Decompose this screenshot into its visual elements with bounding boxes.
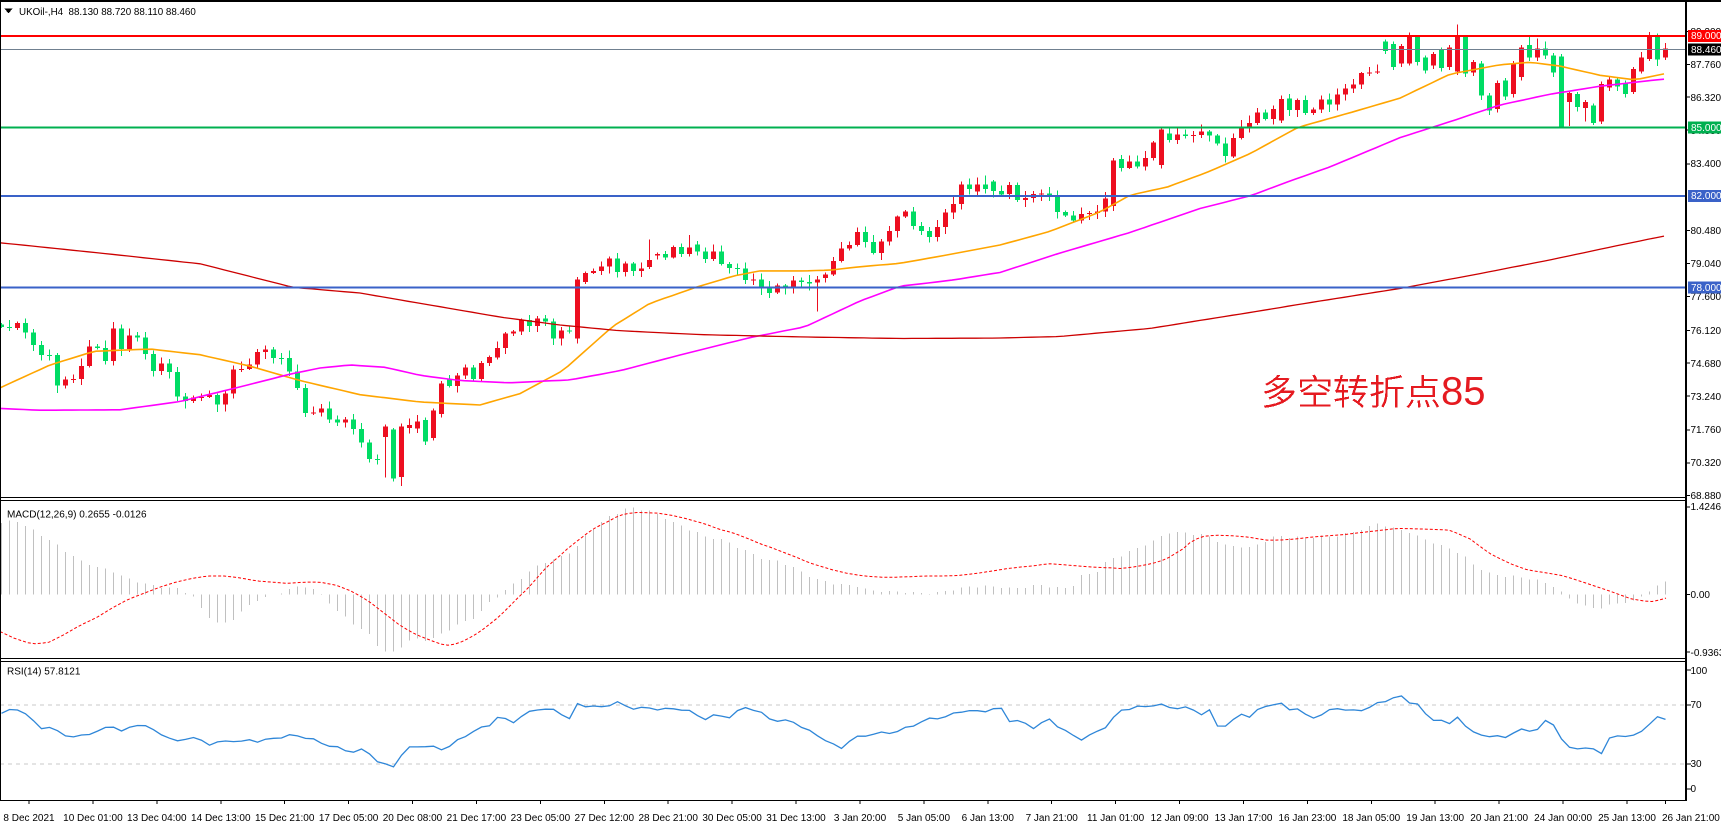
svg-text:89.000: 89.000 — [1691, 31, 1721, 42]
svg-text:71.760: 71.760 — [1691, 425, 1721, 436]
svg-text:11 Jan 01:00: 11 Jan 01:00 — [1087, 813, 1145, 824]
svg-text:0.00: 0.00 — [1691, 590, 1711, 601]
svg-text:82.000: 82.000 — [1691, 191, 1721, 202]
svg-text:100: 100 — [1691, 666, 1708, 677]
svg-text:19 Jan 13:00: 19 Jan 13:00 — [1406, 813, 1464, 824]
svg-text:-0.9363: -0.9363 — [1691, 648, 1721, 659]
svg-text:25 Jan 13:00: 25 Jan 13:00 — [1598, 813, 1656, 824]
svg-text:87.760: 87.760 — [1691, 60, 1721, 71]
svg-text:7 Jan 21:00: 7 Jan 21:00 — [1026, 813, 1079, 824]
svg-text:74.680: 74.680 — [1691, 359, 1721, 370]
svg-text:68.880: 68.880 — [1691, 491, 1721, 502]
svg-text:73.240: 73.240 — [1691, 392, 1721, 403]
svg-text:79.040: 79.040 — [1691, 259, 1721, 270]
svg-text:20 Jan 21:00: 20 Jan 21:00 — [1470, 813, 1528, 824]
svg-text:0: 0 — [1691, 784, 1697, 795]
svg-text:30 Dec 05:00: 30 Dec 05:00 — [702, 813, 762, 824]
svg-text:28 Dec 21:00: 28 Dec 21:00 — [638, 813, 698, 824]
svg-text:3 Jan 20:00: 3 Jan 20:00 — [834, 813, 887, 824]
svg-text:76.120: 76.120 — [1691, 326, 1721, 337]
svg-text:85: 85 — [1441, 370, 1486, 414]
svg-text:80.480: 80.480 — [1691, 226, 1721, 237]
svg-text:12 Jan 09:00: 12 Jan 09:00 — [1151, 813, 1209, 824]
svg-text:85.000: 85.000 — [1691, 123, 1721, 134]
svg-text:16 Jan 23:00: 16 Jan 23:00 — [1278, 813, 1336, 824]
svg-text:14 Dec 13:00: 14 Dec 13:00 — [191, 813, 251, 824]
svg-text:6 Jan 13:00: 6 Jan 13:00 — [962, 813, 1015, 824]
svg-text:10 Dec 01:00: 10 Dec 01:00 — [63, 813, 123, 824]
svg-text:UKOil-,H4 88.130 88.720 88.11: UKOil-,H4 88.130 88.720 88.110 88.460 — [19, 7, 196, 18]
svg-text:24 Jan 00:00: 24 Jan 00:00 — [1534, 813, 1592, 824]
svg-text:13 Jan 17:00: 13 Jan 17:00 — [1215, 813, 1273, 824]
svg-text:15 Dec 21:00: 15 Dec 21:00 — [255, 813, 315, 824]
svg-text:1.4246: 1.4246 — [1691, 502, 1721, 513]
svg-text:70.320: 70.320 — [1691, 458, 1721, 469]
svg-text:70: 70 — [1691, 700, 1703, 711]
svg-text:88.460: 88.460 — [1691, 45, 1721, 56]
svg-text:5 Jan 05:00: 5 Jan 05:00 — [898, 813, 951, 824]
svg-text:20 Dec 08:00: 20 Dec 08:00 — [383, 813, 443, 824]
svg-text:MACD(12,26,9) 0.2655 -0.0126: MACD(12,26,9) 0.2655 -0.0126 — [7, 510, 147, 521]
svg-text:21 Dec 17:00: 21 Dec 17:00 — [447, 813, 507, 824]
svg-text:78.000: 78.000 — [1691, 283, 1721, 294]
svg-text:23 Dec 05:00: 23 Dec 05:00 — [511, 813, 571, 824]
svg-text:27 Dec 12:00: 27 Dec 12:00 — [575, 813, 635, 824]
svg-text:83.400: 83.400 — [1691, 159, 1721, 170]
svg-text:8 Dec 2021: 8 Dec 2021 — [3, 813, 55, 824]
svg-text:18 Jan 05:00: 18 Jan 05:00 — [1342, 813, 1400, 824]
svg-text:RSI(14) 57.8121: RSI(14) 57.8121 — [7, 667, 81, 678]
svg-text:30: 30 — [1691, 759, 1703, 770]
svg-text:31 Dec 13:00: 31 Dec 13:00 — [766, 813, 826, 824]
svg-text:86.320: 86.320 — [1691, 93, 1721, 104]
svg-text:26 Jan 21:00: 26 Jan 21:00 — [1662, 813, 1720, 824]
svg-text:13 Dec 04:00: 13 Dec 04:00 — [127, 813, 187, 824]
svg-text:17 Dec 05:00: 17 Dec 05:00 — [319, 813, 379, 824]
